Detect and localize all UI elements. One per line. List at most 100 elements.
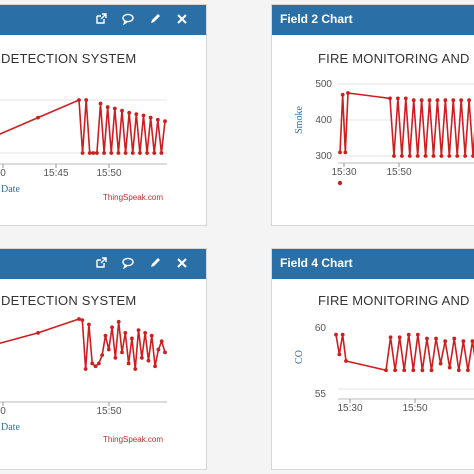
- data-point: [447, 365, 452, 370]
- series-line: [0, 98, 166, 154]
- x-tick-label: 15:50: [96, 168, 121, 179]
- data-point: [443, 339, 448, 344]
- data-point: [95, 151, 99, 155]
- chart-panel-4: Field 4 Chart FIRE MONITORING AND 60 55 15…: [271, 248, 474, 470]
- data-point: [127, 110, 132, 115]
- data-point: [344, 359, 348, 363]
- panel-header: Field 4 Chart: [272, 249, 474, 279]
- data-point: [415, 154, 420, 158]
- data-point: [153, 364, 157, 369]
- data-point: [403, 96, 408, 101]
- data-point: [141, 113, 146, 118]
- data-point: [340, 332, 345, 337]
- y-tick-label: 400: [315, 115, 332, 126]
- y-tick-label: 60: [315, 323, 327, 334]
- external-link-icon[interactable]: [93, 11, 109, 27]
- data-point: [103, 333, 108, 338]
- data-point: [116, 319, 121, 324]
- pencil-icon[interactable]: [147, 11, 163, 27]
- data-point: [130, 151, 135, 155]
- data-point: [340, 92, 345, 97]
- x-tick-label: 15:30: [331, 167, 356, 178]
- external-link-icon[interactable]: [93, 255, 109, 271]
- y-tick-label: 55: [315, 389, 327, 400]
- panel-header: [0, 5, 206, 35]
- data-point: [343, 150, 348, 155]
- data-point: [466, 368, 470, 373]
- data-point: [87, 151, 92, 155]
- x-axis-label: Date: [1, 184, 20, 195]
- x-tick-label: 0: [0, 406, 6, 417]
- data-point: [392, 154, 396, 158]
- panel-header: [0, 249, 206, 279]
- data-point: [134, 112, 139, 117]
- thingspeak-credit[interactable]: ThingSpeak.com: [103, 193, 164, 202]
- data-point: [93, 364, 98, 369]
- data-point: [102, 151, 106, 155]
- data-point: [138, 151, 142, 155]
- data-point: [438, 361, 443, 366]
- x-tick-label: 15:45: [43, 168, 68, 179]
- data-point: [402, 368, 407, 373]
- data-point: [399, 154, 404, 158]
- data-point: [83, 367, 88, 371]
- data-point: [113, 355, 118, 360]
- data-point: [388, 335, 393, 340]
- data-point: [434, 336, 438, 341]
- chart-plot: 500 400 300 15:30 15:50 Smoke: [294, 79, 474, 186]
- outlier-point: [337, 180, 343, 186]
- close-icon[interactable]: [174, 11, 190, 27]
- pencil-icon[interactable]: [147, 255, 163, 271]
- data-point: [419, 98, 424, 103]
- data-point: [423, 154, 428, 158]
- data-point: [425, 336, 429, 341]
- data-point: [411, 368, 416, 373]
- data-point: [109, 151, 114, 155]
- panel-header: Field 2 Chart: [272, 5, 474, 35]
- y-axis-label: Smoke: [294, 106, 305, 134]
- data-point: [112, 106, 117, 111]
- data-point: [80, 318, 85, 323]
- data-point: [163, 119, 167, 124]
- data-point: [133, 367, 138, 371]
- data-point: [77, 317, 81, 321]
- chart-panel-3: DETECTION SYSTEM 0 15:50 Date ThingSpeak.c…: [0, 248, 207, 470]
- data-point: [461, 339, 466, 344]
- data-point: [130, 336, 134, 341]
- x-tick-label: 15:50: [402, 403, 427, 414]
- data-point: [143, 330, 148, 335]
- data-point: [155, 117, 160, 122]
- data-point: [123, 330, 128, 335]
- data-point: [459, 98, 464, 103]
- data-point: [470, 339, 474, 344]
- chart-plot: 0 15:50 Date: [0, 317, 167, 433]
- chart-plot: 60 55 15:30 15:50 CO: [294, 323, 474, 414]
- x-tick-label: 15:50: [96, 406, 121, 417]
- data-point: [139, 355, 144, 360]
- data-point: [420, 368, 425, 373]
- data-point: [77, 98, 81, 102]
- data-point: [105, 105, 110, 109]
- data-point: [393, 368, 397, 373]
- data-point: [471, 154, 474, 158]
- data-point: [90, 361, 95, 366]
- chart-plot: 0 15:45 15:50 Date: [0, 98, 167, 195]
- data-point: [406, 332, 411, 337]
- chart-title: DETECTION SYSTEM: [1, 293, 137, 308]
- x-tick-label: 15:30: [337, 403, 362, 414]
- data-point: [146, 358, 151, 363]
- data-point: [431, 154, 436, 158]
- data-point: [96, 361, 101, 366]
- data-point: [156, 347, 161, 352]
- data-point: [80, 151, 85, 155]
- data-point: [116, 151, 121, 155]
- data-point: [152, 151, 157, 155]
- data-point: [36, 330, 40, 335]
- data-point: [396, 96, 400, 101]
- data-point: [397, 335, 402, 340]
- data-point: [455, 154, 460, 158]
- comment-icon[interactable]: [120, 255, 136, 271]
- comment-icon[interactable]: [120, 11, 136, 27]
- close-icon[interactable]: [174, 255, 190, 271]
- thingspeak-credit[interactable]: ThingSpeak.com: [103, 435, 164, 444]
